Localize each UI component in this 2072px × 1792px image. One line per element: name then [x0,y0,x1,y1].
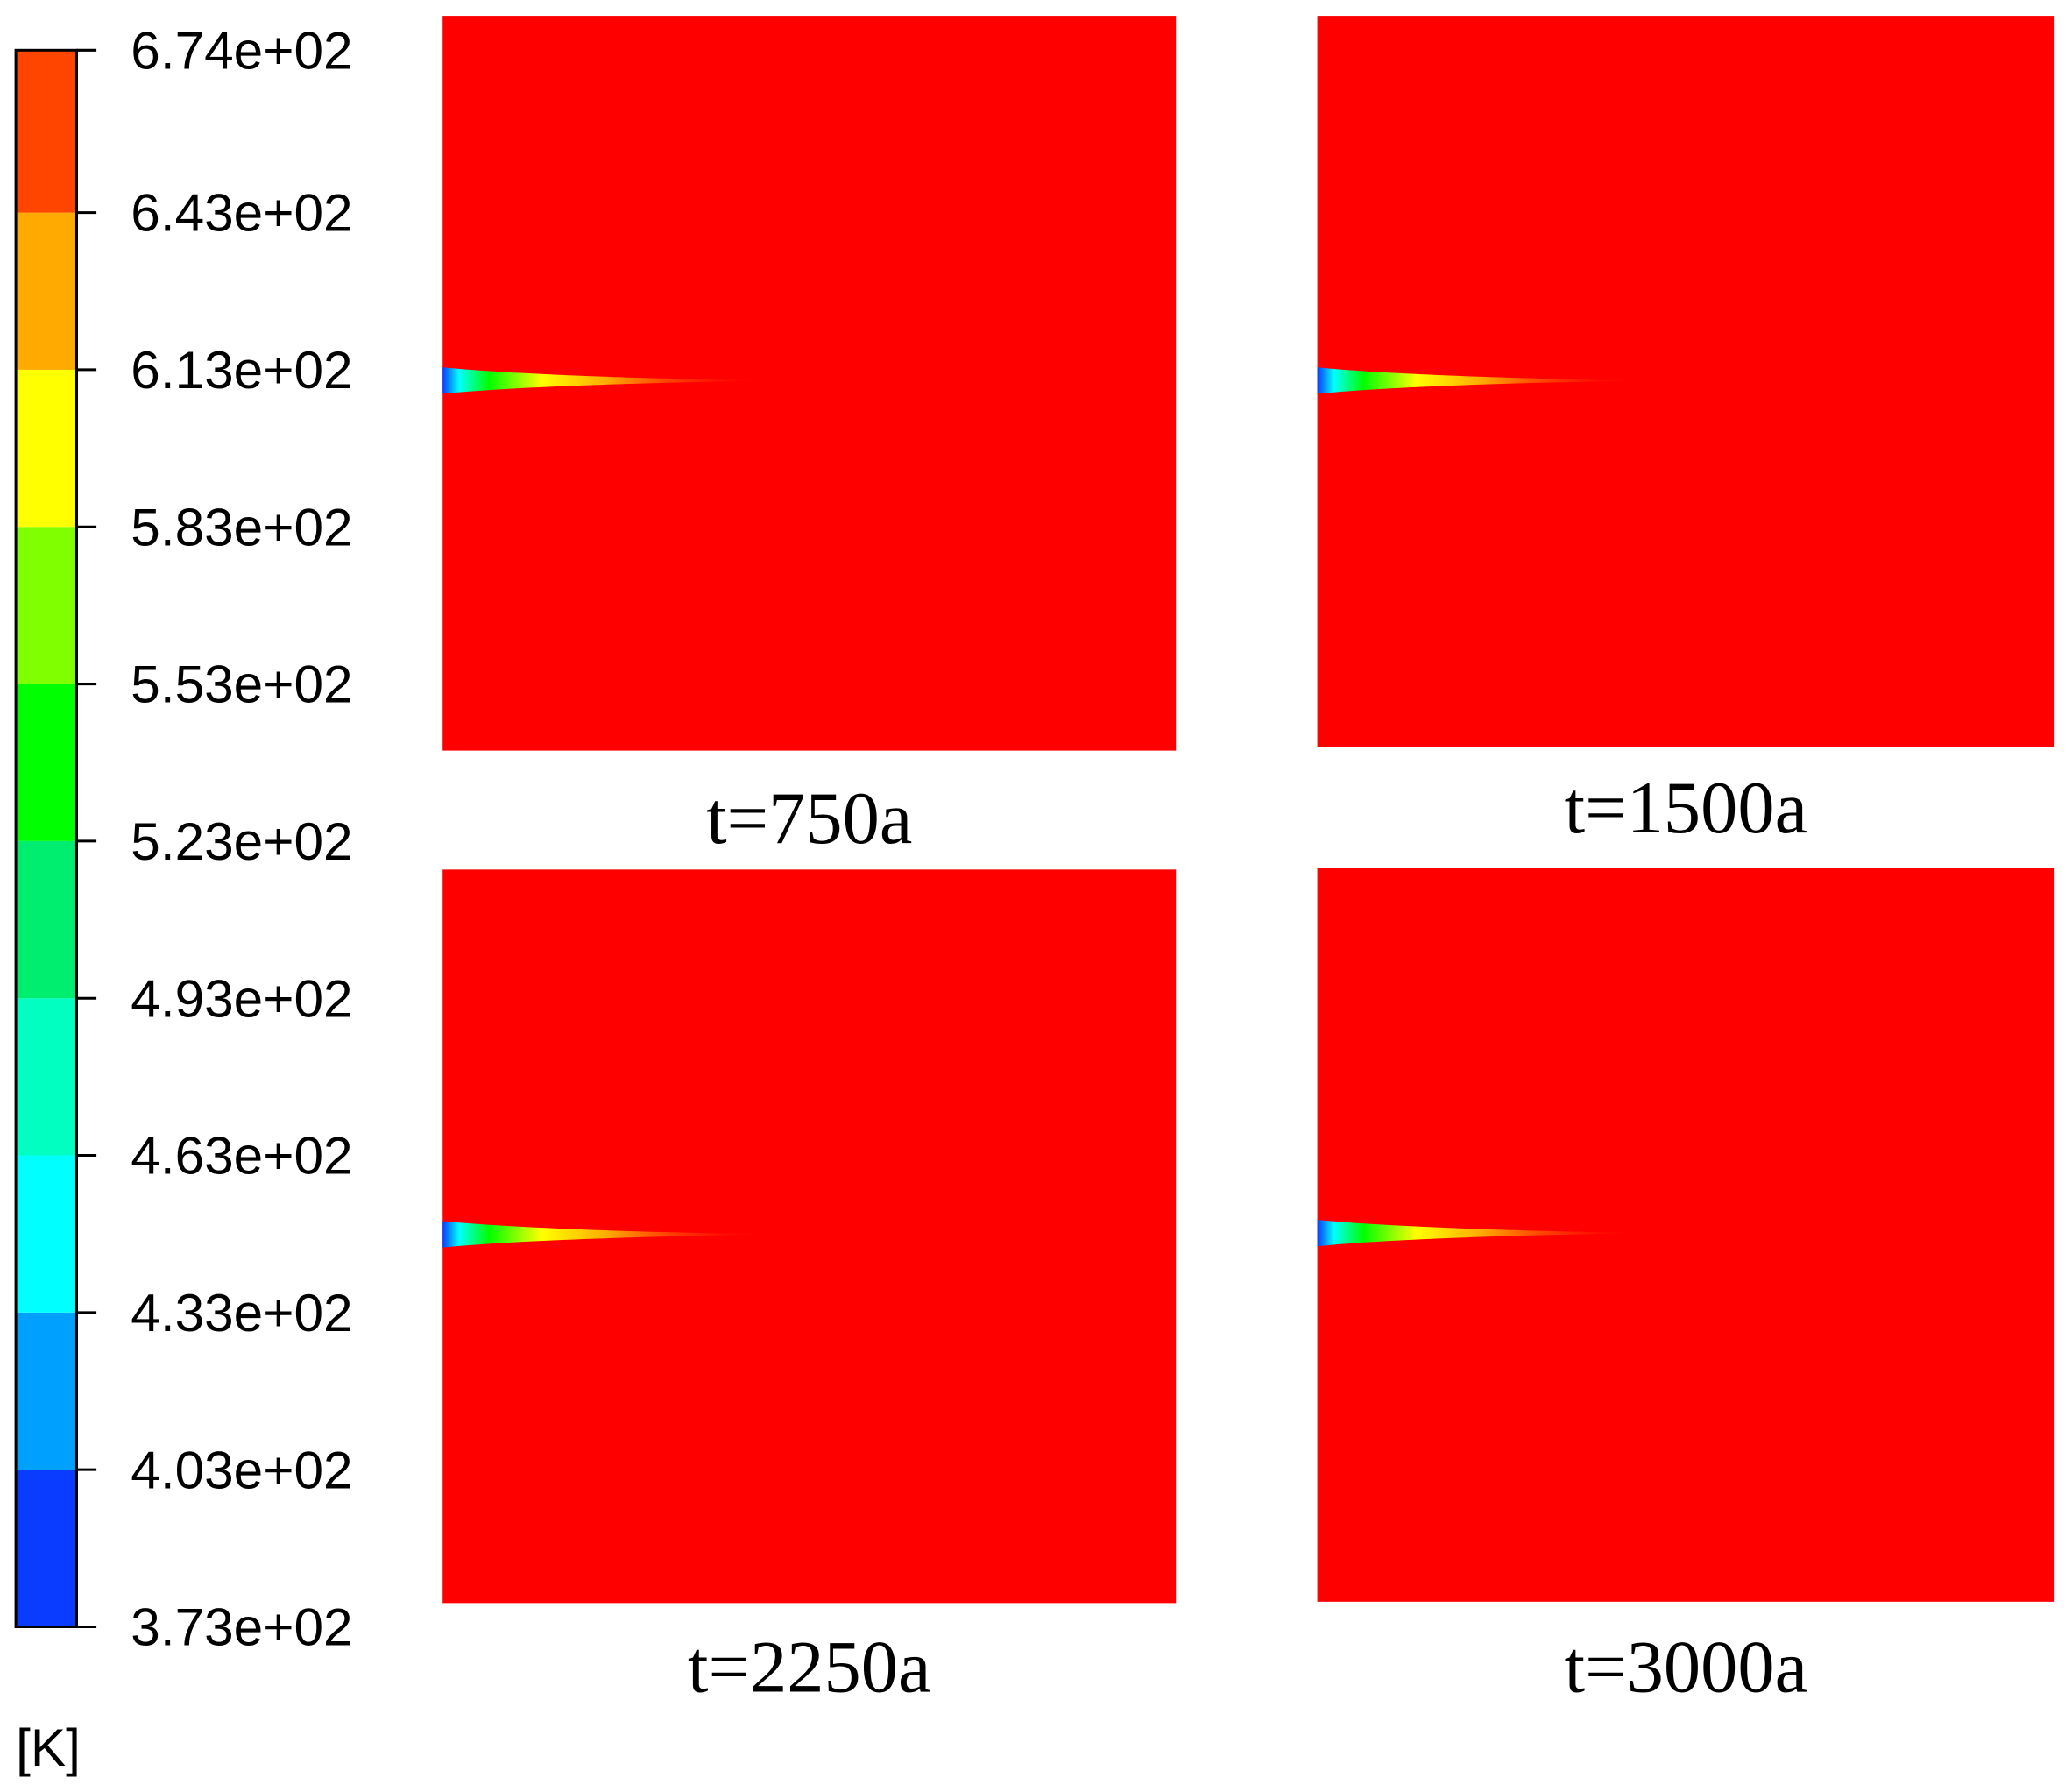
colorbar-segment [16,369,77,528]
tick-label: 6.74e+02 [131,20,352,80]
tick-label: 4.63e+02 [131,1126,352,1186]
colorbar-segment [16,840,77,999]
tick-label: 6.43e+02 [131,183,352,243]
panel-label: t=3000a [1565,1626,1807,1708]
tick-label: 4.03e+02 [131,1440,352,1499]
cold-plume [442,367,774,394]
contour-panel: t=1500a [1317,16,2055,849]
cold-plume [442,1221,774,1248]
tick-label: 5.53e+02 [131,655,352,714]
contour-panel: t=750a [442,16,1177,860]
tick-label: 3.73e+02 [131,1597,352,1657]
colorbar-segment [16,1470,77,1627]
tick-label: 4.33e+02 [131,1283,352,1342]
contour-panel: t=3000a [1317,868,2055,1708]
colorbar-segment [16,684,77,841]
panel-label: t=2250a [688,1626,930,1708]
colorbar-segment [16,527,77,684]
tick-label: 6.13e+02 [131,340,352,400]
cold-plume [1317,367,1648,394]
tick-label: 4.93e+02 [131,968,352,1028]
colorbar-segment [16,1312,77,1470]
colorbar-segment [16,212,77,370]
contour-panel: t=2250a [442,869,1177,1708]
colorbar-segment [16,1155,77,1313]
colorbar-frame [14,48,78,1628]
panel-label: t=750a [706,778,912,860]
unit-label: [K] [16,1718,81,1777]
cold-plume [1317,1219,1648,1247]
tick-label: 5.23e+02 [131,811,352,871]
panel-label: t=1500a [1565,768,1807,849]
colorbar-segment [16,998,77,1156]
colorbar-segment [16,50,77,213]
tick-label: 5.83e+02 [131,497,352,556]
